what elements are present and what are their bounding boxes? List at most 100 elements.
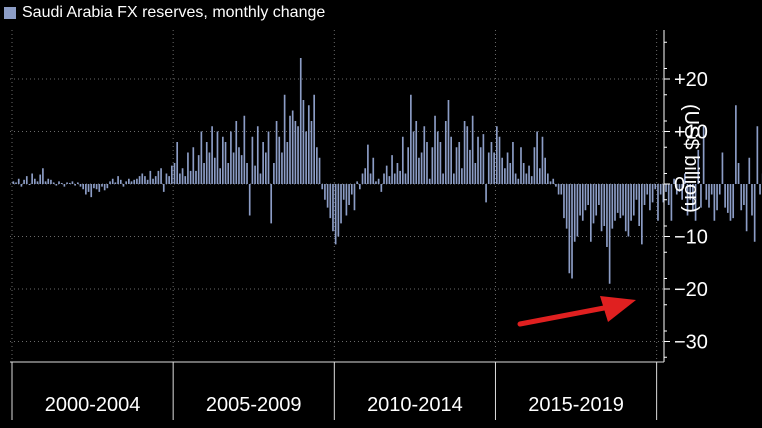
bar (326, 184, 329, 208)
bar (391, 155, 393, 185)
bar (522, 163, 525, 184)
bar (547, 173, 549, 184)
bar (154, 176, 157, 185)
legend-label: Saudi Arabia FX reserves, monthly change (22, 4, 326, 21)
bar (474, 163, 477, 184)
bar (90, 184, 93, 198)
bar (283, 94, 286, 184)
bar (654, 184, 657, 190)
bar (15, 182, 17, 184)
bar (299, 58, 302, 184)
bar (109, 181, 111, 185)
bar (563, 184, 565, 219)
bar (748, 157, 751, 184)
bar (170, 165, 173, 185)
bar (589, 184, 592, 242)
bar (136, 178, 138, 184)
bar (133, 179, 136, 184)
bar (125, 181, 127, 185)
bar (616, 184, 619, 213)
bar (407, 147, 410, 184)
bar (549, 181, 552, 185)
bar (453, 173, 455, 184)
bar (646, 184, 649, 195)
bar (700, 184, 702, 208)
bar (410, 94, 412, 184)
bar (205, 142, 208, 184)
bar (581, 184, 584, 221)
x-axis: 2000-2004 2005-2009 2010-2014 2015-2019 (10, 361, 664, 420)
bar (79, 184, 82, 187)
bar (149, 170, 152, 185)
bar (458, 142, 461, 184)
bar (477, 136, 479, 184)
bar (216, 131, 219, 184)
bar (383, 173, 385, 184)
bar (66, 182, 68, 184)
legend-swatch (4, 7, 16, 19)
bar (197, 155, 200, 185)
bar (627, 184, 630, 237)
bar (17, 178, 20, 184)
bar (251, 136, 254, 184)
bar (184, 176, 187, 185)
bar (71, 181, 74, 185)
bar (361, 173, 364, 184)
bar (506, 152, 509, 184)
arrow-head (600, 296, 636, 322)
bar (632, 184, 635, 216)
bar (560, 184, 563, 195)
bar (756, 126, 759, 184)
bar (203, 163, 205, 184)
bar (649, 184, 651, 211)
bar (297, 126, 299, 184)
y-axis: +20 +10 0 −10 −20 −30 (663, 30, 708, 362)
y-tick-label: 0 (674, 174, 685, 196)
bar (141, 173, 144, 184)
bar (565, 184, 568, 229)
bar (740, 184, 743, 211)
bar (533, 147, 536, 184)
bar (305, 131, 307, 184)
bar (718, 184, 721, 195)
bar (538, 168, 541, 184)
bar (240, 155, 243, 185)
bar (662, 184, 665, 203)
bar (461, 168, 463, 184)
bar (434, 115, 436, 184)
bar (600, 184, 603, 232)
y-tick-label: +10 (674, 122, 708, 144)
bar (85, 184, 87, 195)
bar (246, 163, 248, 184)
bar (592, 184, 595, 224)
bar (694, 184, 697, 221)
bar (192, 147, 195, 184)
bar (404, 173, 407, 184)
bar (286, 142, 289, 184)
bar (732, 184, 735, 219)
bar (606, 184, 608, 247)
bar (238, 147, 240, 184)
bar (678, 184, 681, 192)
bar (160, 168, 162, 184)
bar (482, 134, 485, 185)
bar (313, 94, 316, 184)
bar (659, 184, 662, 195)
bar (224, 142, 227, 184)
bar (568, 184, 571, 274)
bar (710, 184, 713, 195)
bar (165, 173, 168, 184)
bar (450, 136, 452, 184)
bar (495, 126, 498, 184)
bar (587, 184, 589, 205)
bar (396, 163, 399, 184)
bar (278, 136, 281, 184)
bar (608, 184, 611, 284)
bar (111, 178, 114, 184)
bar (34, 178, 36, 184)
bar (259, 173, 262, 184)
bar (173, 163, 176, 184)
bar (675, 184, 678, 195)
bar (55, 184, 58, 186)
bar (444, 121, 447, 184)
